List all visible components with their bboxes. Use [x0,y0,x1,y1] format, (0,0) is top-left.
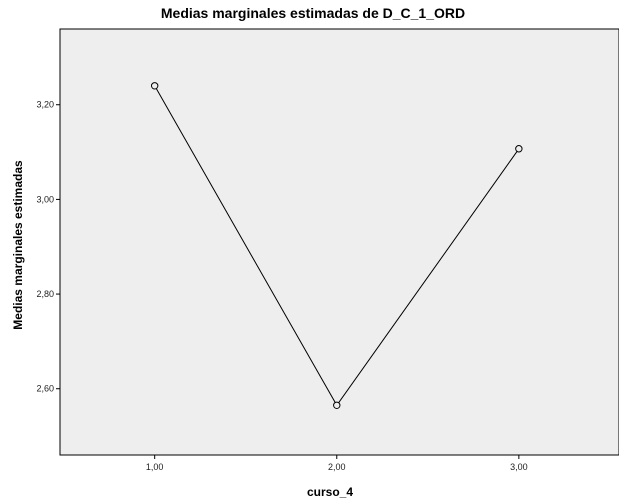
y-tick-label: 3,20 [36,100,54,110]
x-tick-label: 2,00 [328,462,346,472]
y-axis-title: Medias marginales estimadas [11,160,25,330]
x-axis-title: curso_4 [307,485,353,499]
x-tick-label: 3,00 [510,462,528,472]
data-point [334,402,340,408]
x-axis: 1,00 2,00 3,00 [146,455,528,472]
plot-area [60,29,619,455]
chart-title: Medias marginales estimadas de D_C_1_ORD [161,5,465,21]
y-tick-label: 2,60 [36,384,54,394]
data-point [516,146,522,152]
data-point [151,83,157,89]
y-axis: 2,60 2,80 3,00 3,20 [36,100,60,394]
y-tick-label: 2,80 [36,289,54,299]
y-tick-label: 3,00 [36,194,54,204]
x-tick-label: 1,00 [146,462,164,472]
